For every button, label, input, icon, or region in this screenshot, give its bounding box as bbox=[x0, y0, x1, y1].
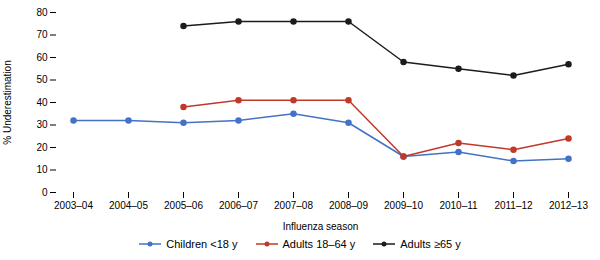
html-text:Adults ≥65 y: Adults ≥65 y bbox=[400, 238, 461, 250]
svg-text:2005–06: 2005–06 bbox=[164, 200, 203, 211]
svg-text:50: 50 bbox=[36, 74, 48, 85]
svg-text:80: 80 bbox=[36, 7, 48, 18]
svg-text:2004–05: 2004–05 bbox=[109, 200, 148, 211]
svg-text:40: 40 bbox=[36, 97, 48, 108]
svg-text:2003–04: 2003–04 bbox=[54, 200, 93, 211]
html-text:Children <18 y: Children <18 y bbox=[166, 238, 238, 250]
html-text:Adults 18–64 y: Adults 18–64 y bbox=[282, 238, 356, 250]
svg-text:20: 20 bbox=[36, 142, 48, 153]
svg-text:2006–07: 2006–07 bbox=[219, 200, 258, 211]
svg-text:2009–10: 2009–10 bbox=[384, 200, 423, 211]
svg-text:10: 10 bbox=[36, 164, 48, 175]
svg-text:60: 60 bbox=[36, 52, 48, 63]
svg-text:30: 30 bbox=[36, 119, 48, 130]
svg-text:2007–08: 2007–08 bbox=[274, 200, 313, 211]
svg-text:Influenza season: Influenza season bbox=[283, 221, 359, 232]
svg-text:2010–11: 2010–11 bbox=[439, 200, 478, 211]
svg-text:2008–09: 2008–09 bbox=[329, 200, 368, 211]
svg-text:70: 70 bbox=[36, 29, 48, 40]
svg-text:% Underestimation: % Underestimation bbox=[2, 60, 13, 144]
svg-text:0: 0 bbox=[42, 187, 48, 198]
svg-text:2011–12: 2011–12 bbox=[494, 200, 533, 211]
svg-text:2012–13: 2012–13 bbox=[549, 200, 588, 211]
